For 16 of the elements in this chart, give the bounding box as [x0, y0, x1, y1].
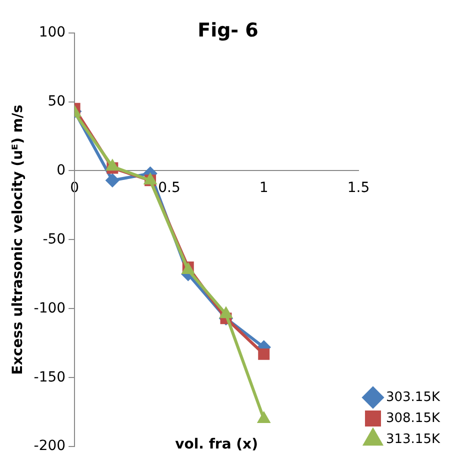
y-tick-label: -150 — [34, 369, 66, 386]
y-tick-label: 50 — [48, 93, 66, 110]
x-tick-label: 0.5 — [158, 180, 180, 196]
x-axis-title: vol. fra (x) — [175, 436, 258, 453]
legend-label: 308.15K — [386, 410, 440, 426]
y-tick-label: -100 — [34, 300, 66, 316]
y-tick-label: 100 — [38, 24, 66, 40]
y-axis-title: Excess ultrasonic velocity (uᴱ) m/s — [10, 104, 26, 375]
legend-label: 313.15K — [386, 432, 440, 447]
y-tick-label: -50 — [42, 231, 66, 248]
y-tick-label: -200 — [34, 438, 66, 454]
x-tick-label: 1 — [259, 180, 268, 196]
y-tick-label: 0 — [56, 162, 66, 178]
x-tick-label: 1.5 — [347, 180, 370, 196]
legend-label: 303.15K — [386, 390, 440, 405]
chart-title: Fig- 6 — [198, 19, 258, 42]
